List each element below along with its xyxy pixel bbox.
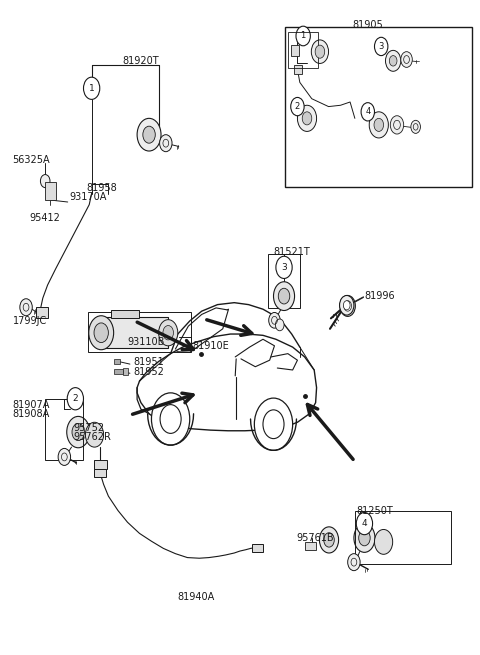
Text: 81920T: 81920T	[123, 56, 159, 66]
Circle shape	[143, 126, 156, 143]
Circle shape	[163, 326, 173, 340]
Circle shape	[278, 288, 290, 304]
Text: 3: 3	[379, 42, 384, 51]
Bar	[291, 45, 300, 56]
Circle shape	[67, 417, 90, 448]
Bar	[101, 317, 168, 348]
Circle shape	[324, 533, 334, 547]
Circle shape	[298, 105, 317, 132]
Text: 93170A: 93170A	[69, 192, 107, 202]
Text: 81250T: 81250T	[356, 506, 393, 515]
Bar	[123, 368, 129, 375]
Bar	[355, 510, 451, 564]
Text: 95752: 95752	[73, 423, 105, 433]
Circle shape	[374, 529, 393, 554]
Circle shape	[137, 119, 161, 151]
Bar	[114, 369, 123, 374]
Bar	[268, 254, 300, 308]
Circle shape	[340, 295, 355, 316]
Bar	[36, 307, 48, 318]
Circle shape	[20, 299, 32, 316]
Circle shape	[390, 116, 404, 134]
Text: 81952: 81952	[134, 367, 165, 377]
Circle shape	[296, 26, 311, 46]
Circle shape	[385, 50, 401, 71]
Circle shape	[361, 103, 374, 121]
Bar	[114, 359, 120, 364]
Circle shape	[274, 282, 295, 310]
Bar	[305, 542, 316, 550]
Circle shape	[84, 77, 100, 100]
Circle shape	[302, 112, 312, 125]
Text: 4: 4	[365, 107, 371, 117]
Circle shape	[339, 295, 354, 315]
Circle shape	[411, 121, 420, 134]
Bar	[94, 469, 106, 477]
Bar	[45, 181, 56, 200]
Circle shape	[254, 398, 293, 451]
Text: 1799JC: 1799JC	[12, 316, 47, 326]
Circle shape	[369, 112, 388, 138]
Bar	[88, 312, 191, 352]
Circle shape	[354, 523, 375, 552]
Bar	[288, 32, 318, 68]
Text: 81940A: 81940A	[178, 591, 215, 602]
Bar	[94, 460, 108, 469]
Text: 95762R: 95762R	[73, 432, 111, 442]
Circle shape	[312, 40, 328, 64]
Text: 95412: 95412	[29, 214, 60, 223]
Circle shape	[315, 45, 324, 58]
Circle shape	[160, 405, 181, 434]
Circle shape	[276, 256, 292, 278]
Text: 81951: 81951	[134, 357, 165, 367]
Bar	[286, 27, 472, 187]
Circle shape	[67, 388, 84, 410]
Circle shape	[152, 393, 190, 445]
Circle shape	[359, 530, 370, 546]
Circle shape	[276, 319, 284, 331]
Circle shape	[89, 316, 114, 350]
Circle shape	[58, 449, 71, 466]
Bar	[111, 310, 140, 318]
Text: 81521T: 81521T	[274, 248, 310, 257]
Circle shape	[291, 98, 304, 116]
Circle shape	[356, 512, 372, 534]
Text: 81958: 81958	[86, 183, 117, 193]
Circle shape	[94, 323, 108, 343]
Text: 81907A: 81907A	[12, 400, 50, 409]
Bar	[252, 544, 263, 552]
Polygon shape	[137, 334, 317, 431]
Bar	[294, 65, 302, 74]
Bar	[45, 399, 84, 460]
Text: 2: 2	[295, 102, 300, 111]
Text: 81996: 81996	[364, 291, 395, 301]
Circle shape	[343, 301, 350, 310]
Text: 4: 4	[361, 519, 367, 528]
Circle shape	[401, 52, 412, 67]
Circle shape	[389, 56, 397, 66]
Circle shape	[320, 527, 338, 553]
Circle shape	[348, 553, 360, 571]
Circle shape	[269, 312, 280, 328]
Circle shape	[85, 422, 104, 447]
Text: 95761B: 95761B	[297, 533, 334, 543]
Circle shape	[72, 424, 84, 441]
Circle shape	[374, 119, 384, 132]
Circle shape	[263, 410, 284, 439]
Circle shape	[344, 301, 351, 311]
Text: 81908A: 81908A	[12, 409, 50, 419]
Text: 3: 3	[281, 263, 287, 272]
Circle shape	[374, 37, 388, 56]
Text: 93110B: 93110B	[128, 337, 165, 347]
Text: 1: 1	[300, 31, 306, 41]
Circle shape	[158, 320, 178, 346]
Circle shape	[159, 135, 172, 152]
Text: 2: 2	[72, 394, 78, 403]
Text: 1: 1	[89, 84, 95, 93]
Text: 81905: 81905	[352, 20, 383, 30]
Circle shape	[40, 174, 50, 187]
Text: 56325A: 56325A	[12, 155, 50, 165]
Text: 81910E: 81910E	[192, 341, 229, 351]
